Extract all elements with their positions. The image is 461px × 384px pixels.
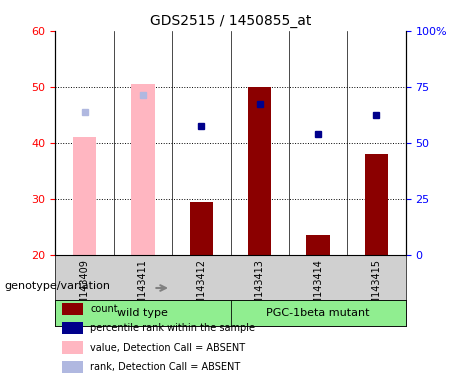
Text: GSM143412: GSM143412 [196, 259, 207, 318]
Bar [189, 202, 213, 255]
Text: GSM143409: GSM143409 [79, 259, 89, 318]
Bar [307, 235, 330, 255]
Text: count: count [90, 304, 118, 314]
Bar [62, 303, 83, 315]
Bar [131, 84, 154, 255]
Text: GSM143411: GSM143411 [138, 259, 148, 318]
Text: GSM143415: GSM143415 [372, 259, 382, 318]
Text: GSM143414: GSM143414 [313, 259, 323, 318]
Text: genotype/variation: genotype/variation [5, 281, 111, 291]
Bar [62, 341, 83, 354]
Bar [248, 87, 272, 255]
Bar [62, 361, 83, 373]
Text: value, Detection Call = ABSENT: value, Detection Call = ABSENT [90, 343, 245, 353]
Bar [365, 154, 388, 255]
Bar [73, 137, 96, 255]
Title: GDS2515 / 1450855_at: GDS2515 / 1450855_at [150, 14, 311, 28]
Text: rank, Detection Call = ABSENT: rank, Detection Call = ABSENT [90, 362, 241, 372]
Bar [62, 322, 83, 334]
Text: GSM143413: GSM143413 [254, 259, 265, 318]
Text: percentile rank within the sample: percentile rank within the sample [90, 323, 255, 333]
